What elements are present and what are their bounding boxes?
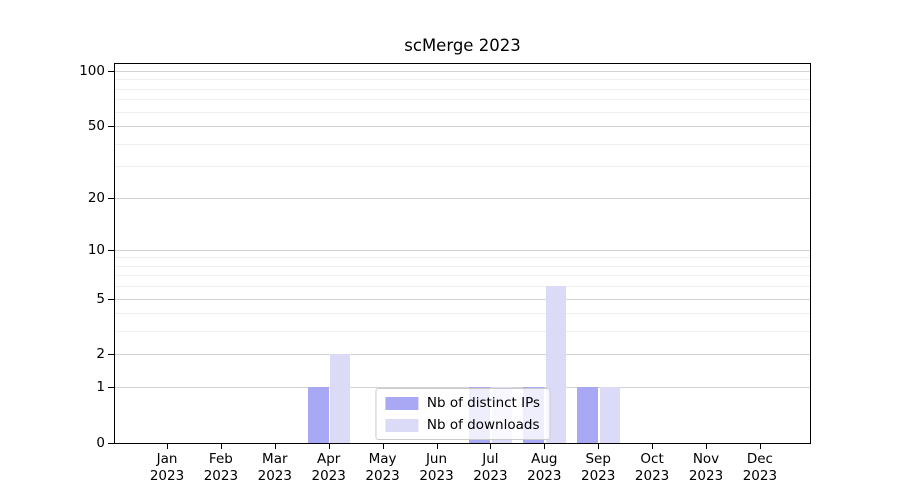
x-tick-label: Mar 2023	[257, 451, 292, 484]
y-tick-label: 1	[96, 379, 105, 396]
x-tick-mark	[167, 444, 168, 449]
x-tick-label: Feb 2023	[203, 451, 239, 484]
x-tick-mark	[220, 444, 222, 449]
y-tick-mark	[108, 387, 114, 389]
legend-swatch-distinct-ips	[384, 396, 418, 410]
x-tick-mark	[274, 444, 276, 449]
x-tick-mark	[652, 444, 654, 449]
minor-gridline	[115, 331, 810, 333]
y-tick-label: 5	[96, 290, 105, 307]
y-tick-mark	[108, 71, 114, 72]
major-gridline	[115, 197, 810, 199]
major-gridline	[115, 126, 810, 128]
x-tick-mark	[382, 444, 384, 449]
x-tick-label: Apr 2023	[311, 451, 346, 484]
minor-gridline	[115, 286, 810, 288]
bar	[599, 387, 620, 443]
x-tick-label: Dec 2023	[742, 451, 778, 484]
chart-title: scMerge 2023	[404, 36, 521, 55]
x-tick-label: May 2023	[365, 451, 400, 484]
x-tick-mark	[436, 444, 438, 449]
legend-label-distinct-ips: Nb of distinct IPs	[426, 395, 541, 411]
y-tick-label: 10	[87, 241, 105, 258]
bar	[577, 387, 599, 443]
minor-gridline	[115, 257, 810, 259]
x-tick-label: Jun 2023	[419, 451, 454, 484]
y-tick-label: 100	[79, 63, 105, 79]
x-tick-label: Sep 2023	[581, 451, 616, 484]
x-tick-mark	[759, 444, 761, 449]
minor-gridline	[115, 79, 810, 81]
y-tick-mark	[108, 354, 114, 356]
y-tick-label: 2	[96, 346, 105, 363]
x-tick-mark	[598, 444, 600, 449]
minor-gridline	[115, 275, 810, 277]
major-gridline	[115, 71, 810, 72]
x-tick-mark	[706, 444, 707, 449]
major-gridline	[115, 354, 810, 356]
x-tick-label: Jan 2023	[149, 451, 185, 484]
y-tick-label: 50	[87, 118, 105, 135]
major-gridline	[115, 298, 810, 300]
minor-gridline	[115, 265, 810, 267]
x-tick-mark	[544, 444, 546, 449]
bar	[307, 387, 329, 443]
legend-label-downloads: Nb of downloads	[426, 417, 540, 433]
legend-swatch-downloads	[384, 418, 418, 432]
y-tick-mark	[108, 298, 114, 300]
bar	[545, 286, 566, 443]
major-gridline	[115, 387, 810, 389]
y-tick-label: 0	[96, 435, 105, 451]
y-tick-mark	[108, 443, 114, 444]
x-tick-label: Nov 2023	[688, 451, 724, 484]
minor-gridline	[115, 88, 810, 90]
legend-row-distinct-ips: Nb of distinct IPs	[384, 395, 541, 411]
minor-gridline	[115, 111, 810, 113]
minor-gridline	[115, 166, 810, 168]
y-tick-label: 20	[87, 189, 105, 206]
y-tick-mark	[108, 249, 114, 251]
major-gridline	[115, 249, 810, 251]
legend-row-downloads: Nb of downloads	[384, 417, 540, 433]
x-tick-label: Aug 2023	[527, 451, 562, 484]
y-tick-mark	[108, 126, 114, 128]
x-tick-label: Oct 2023	[634, 451, 670, 484]
bar	[330, 354, 351, 443]
plot-area: Nb of distinct IPs Nb of downloads	[114, 63, 811, 444]
x-tick-label: Jul 2023	[473, 451, 508, 484]
x-tick-mark	[328, 444, 330, 449]
minor-gridline	[115, 313, 810, 315]
minor-gridline	[115, 99, 810, 101]
legend: Nb of distinct IPs Nb of downloads	[374, 388, 551, 440]
y-tick-mark	[108, 197, 114, 199]
minor-gridline	[115, 143, 810, 145]
x-tick-mark	[490, 444, 492, 449]
